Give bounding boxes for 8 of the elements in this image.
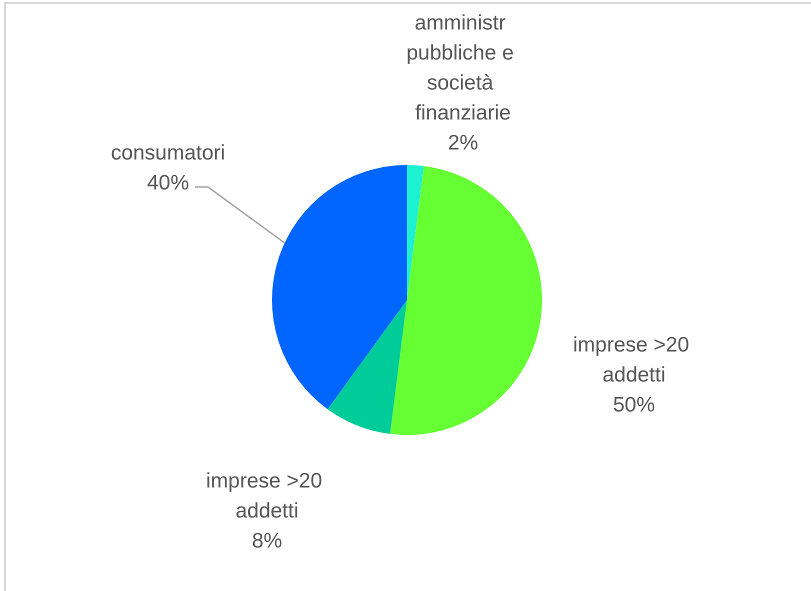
data-label: 2% bbox=[448, 132, 478, 154]
data-label: 40% bbox=[146, 172, 190, 194]
data-label: 8% bbox=[252, 530, 282, 552]
slice-label: imprese >20 addetti bbox=[573, 334, 695, 386]
slice-label: imprese >20 addetti bbox=[206, 470, 328, 522]
slice-label: consumatori bbox=[110, 142, 226, 164]
slice-label: amministr pubbliche e società finanziarie bbox=[406, 12, 520, 124]
data-label: 50% bbox=[612, 394, 656, 416]
